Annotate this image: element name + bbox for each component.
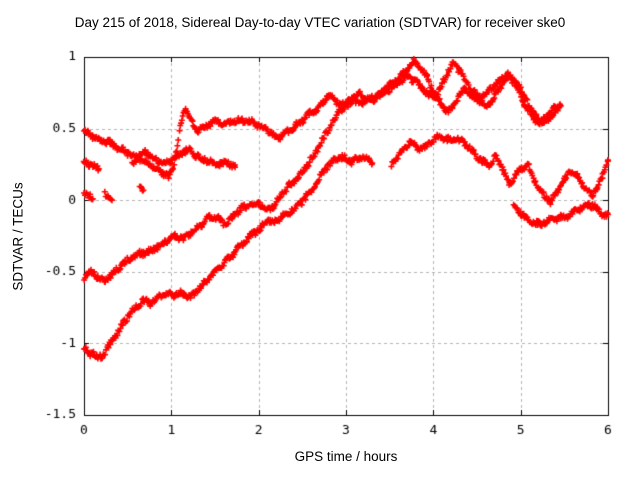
x-axis-label: GPS time / hours xyxy=(294,449,398,464)
y-axis-label: SDTVAR / TECUs xyxy=(10,182,26,291)
chart-title: Day 215 of 2018, Sidereal Day-to-day VTE… xyxy=(74,15,566,30)
